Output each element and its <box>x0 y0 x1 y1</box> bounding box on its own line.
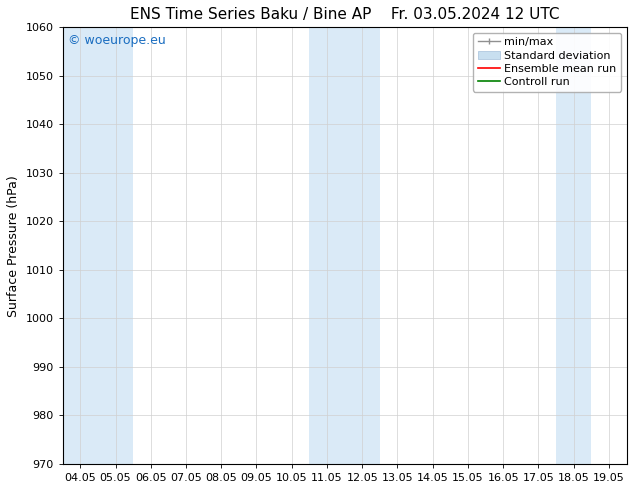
Bar <box>309 27 345 464</box>
Bar <box>98 27 133 464</box>
Bar <box>63 27 98 464</box>
Bar <box>345 27 380 464</box>
Text: © woeurope.eu: © woeurope.eu <box>68 34 166 47</box>
Bar <box>556 27 592 464</box>
Y-axis label: Surface Pressure (hPa): Surface Pressure (hPa) <box>7 175 20 317</box>
Legend: min/max, Standard deviation, Ensemble mean run, Controll run: min/max, Standard deviation, Ensemble me… <box>473 33 621 92</box>
Title: ENS Time Series Baku / Bine AP    Fr. 03.05.2024 12 UTC: ENS Time Series Baku / Bine AP Fr. 03.05… <box>130 7 559 22</box>
